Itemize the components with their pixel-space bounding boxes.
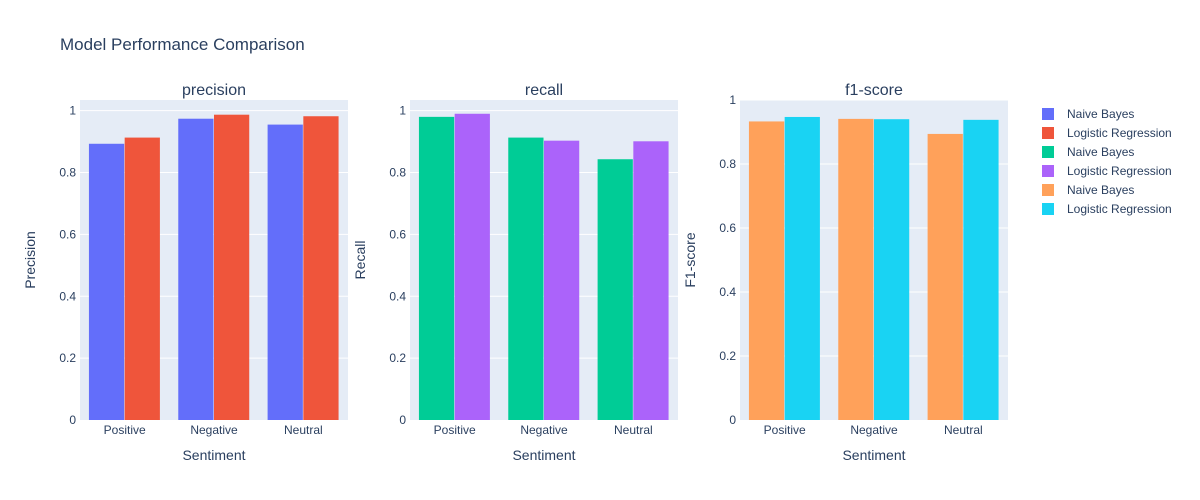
legend-item[interactable]: Naive Bayes <box>1042 107 1134 121</box>
y-axis-label: Precision <box>22 231 38 289</box>
x-tick-label: Positive <box>764 423 806 437</box>
y-tick-label: 1 <box>69 104 76 118</box>
y-tick-label: 0.6 <box>719 221 736 235</box>
y-tick-label: 1 <box>729 93 736 107</box>
subplot-2: 0 0.2 0.4 0.6 0.8 1 Positive Negative Neutral f1-… <box>682 82 1008 463</box>
bar-negative-logistic-regression <box>214 114 250 420</box>
y-tick-label: 0.4 <box>59 289 76 303</box>
legend-label: Logistic Regression <box>1067 164 1172 178</box>
bar-neutral-naive-bayes <box>927 133 963 421</box>
legend-swatch <box>1042 146 1054 158</box>
bar-positive-logistic-regression <box>124 137 160 420</box>
bar-neutral-naive-bayes <box>597 159 633 421</box>
y-tick-label: 0.2 <box>389 351 406 365</box>
bar-neutral-logistic-regression <box>303 116 339 420</box>
x-tick-label: Positive <box>104 423 146 437</box>
y-tick-label: 0 <box>399 413 406 427</box>
subplot-title: precision <box>182 82 246 99</box>
y-axis-label: F1-score <box>682 232 698 287</box>
x-tick-label: Neutral <box>284 423 323 437</box>
legend-label: Naive Bayes <box>1067 145 1134 159</box>
y-tick-label: 0.2 <box>59 351 76 365</box>
x-tick-label: Negative <box>850 423 898 437</box>
subplot-title: f1-score <box>845 82 903 99</box>
chart-legend: Naive Bayes Logistic Regression Naive Baye… <box>1042 107 1172 216</box>
legend-item[interactable]: Naive Bayes <box>1042 145 1134 159</box>
legend-label: Logistic Regression <box>1067 126 1172 140</box>
bar-positive-naive-bayes <box>748 121 785 420</box>
y-tick-label: 1 <box>399 104 406 118</box>
legend-swatch <box>1042 203 1054 215</box>
x-axis-label: Sentiment <box>182 447 245 463</box>
legend-swatch <box>1042 165 1054 177</box>
x-tick-label: Neutral <box>944 423 983 437</box>
bar-negative-naive-bayes <box>508 137 544 420</box>
y-axis-label: Recall <box>352 241 368 280</box>
bar-negative-naive-bayes <box>178 118 214 420</box>
y-tick-label: 0.8 <box>59 166 76 180</box>
bar-positive-logistic-regression <box>454 113 490 420</box>
y-tick-label: 0 <box>69 413 76 427</box>
legend-swatch <box>1042 127 1054 139</box>
y-tick-label: 0.4 <box>389 289 406 303</box>
bar-neutral-naive-bayes <box>267 124 303 421</box>
bar-positive-logistic-regression <box>784 116 820 421</box>
subplot-1: 0 0.2 0.4 0.6 0.8 1 Positive Negative Neutral rec… <box>352 82 678 463</box>
legend-swatch <box>1042 184 1054 196</box>
bar-positive-naive-bayes <box>418 116 455 420</box>
legend-label: Naive Bayes <box>1067 183 1134 197</box>
legend-item[interactable]: Logistic Regression <box>1042 202 1172 216</box>
y-tick-label: 0.8 <box>719 157 736 171</box>
legend-label: Naive Bayes <box>1067 107 1134 121</box>
bar-neutral-logistic-regression <box>633 141 669 420</box>
bar-negative-logistic-regression <box>874 119 910 420</box>
bar-negative-logistic-regression <box>544 140 580 421</box>
x-tick-label: Positive <box>434 423 476 437</box>
bar-neutral-logistic-regression <box>963 119 999 420</box>
y-tick-label: 0.6 <box>389 227 406 241</box>
bar-positive-naive-bayes <box>88 143 125 420</box>
y-tick-label: 0 <box>729 413 736 427</box>
bar-negative-naive-bayes <box>838 118 874 420</box>
y-tick-label: 0.4 <box>719 285 736 299</box>
x-tick-label: Neutral <box>614 423 653 437</box>
chart-title: Model Performance Comparison <box>60 35 305 54</box>
x-tick-label: Negative <box>190 423 238 437</box>
y-tick-label: 0.2 <box>719 349 736 363</box>
subplot-0: 0 0.2 0.4 0.6 0.8 1 Positive Negative Neutral pre… <box>22 82 348 463</box>
y-tick-label: 0.6 <box>59 227 76 241</box>
subplot-title: recall <box>525 82 563 99</box>
x-axis-label: Sentiment <box>842 447 905 463</box>
legend-swatch <box>1042 108 1054 120</box>
legend-item[interactable]: Logistic Regression <box>1042 126 1172 140</box>
legend-item[interactable]: Naive Bayes <box>1042 183 1134 197</box>
x-tick-label: Negative <box>520 423 568 437</box>
y-tick-label: 0.8 <box>389 166 406 180</box>
subplot-panels: 0 0.2 0.4 0.6 0.8 1 Positive Negative Neutral pre… <box>22 82 1008 463</box>
legend-label: Logistic Regression <box>1067 202 1172 216</box>
x-axis-label: Sentiment <box>512 447 575 463</box>
legend-item[interactable]: Logistic Regression <box>1042 164 1172 178</box>
